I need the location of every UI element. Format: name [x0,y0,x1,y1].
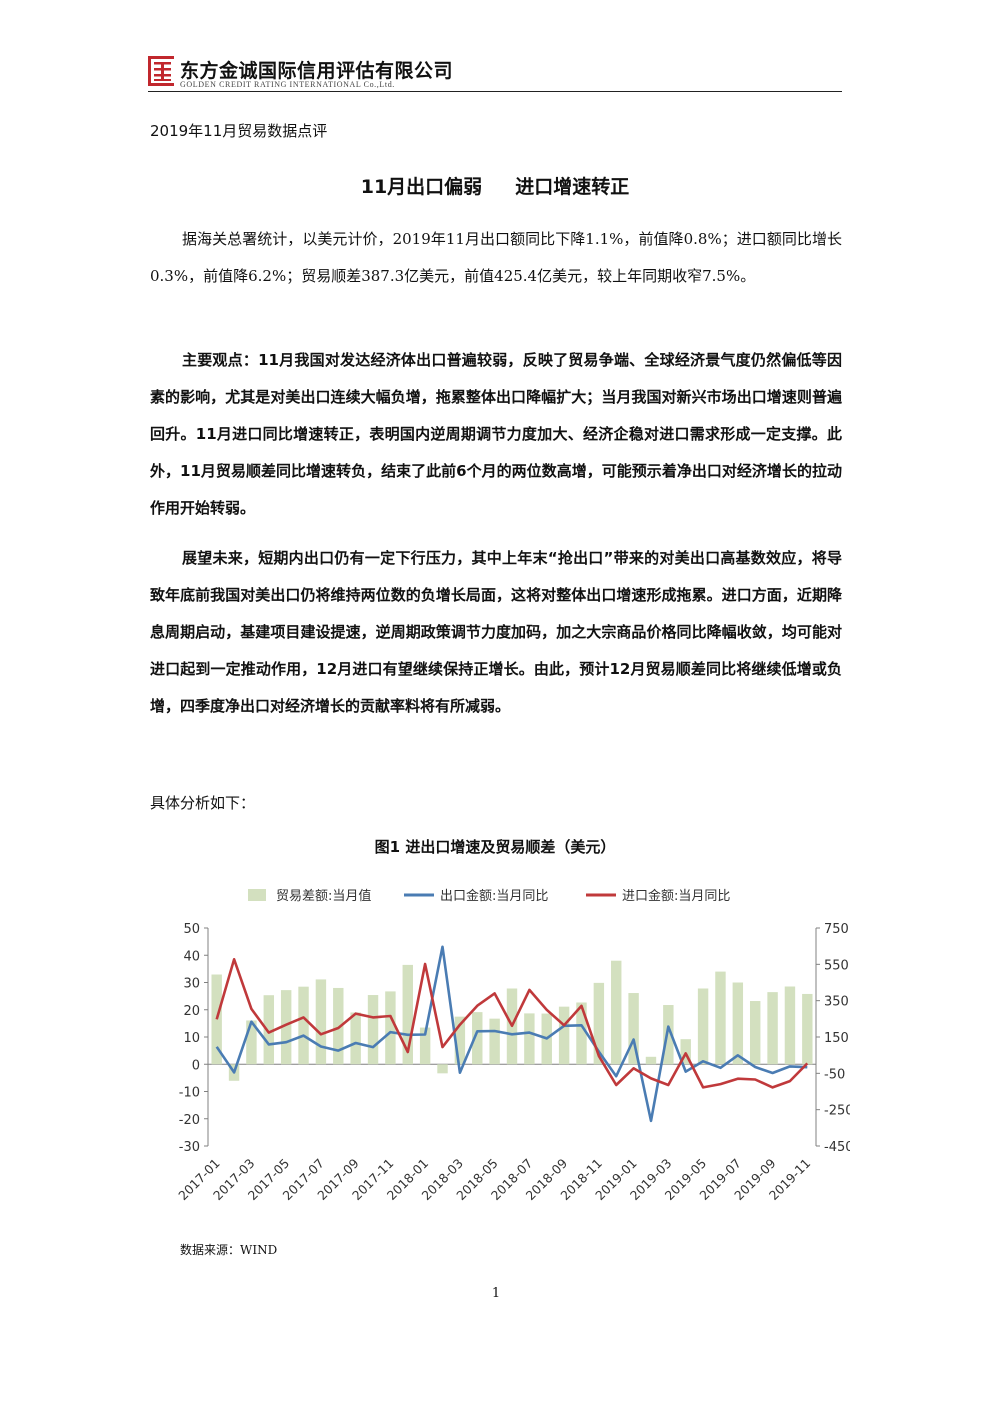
right-tick-label: 550 [824,958,849,973]
paragraph-main-views: 主要观点：11月我国对发达经济体出口普遍较弱，反映了贸易争端、全球经济景气度仍然… [150,351,842,517]
trade-chart: -30 -20 -10 0 10 20 30 40 50 -450 -250 -50 150 350 550… [175,888,850,1203]
balance-bar [697,988,709,1065]
balance-bar [680,1039,691,1065]
balance-bar [315,979,327,1065]
balance-bar [454,1016,466,1065]
company-logo-icon [148,56,174,86]
balance-bar [246,1020,257,1065]
right-tick-label: -250 [824,1104,850,1119]
legend-swatch-balance [248,889,266,901]
legend-label: 进口金额:当月同比 [622,888,730,904]
balance-bar [489,1018,500,1065]
legend-label: 出口金额:当月同比 [440,888,548,904]
left-tick-label: 50 [183,922,200,937]
balance-bar [576,1002,587,1065]
left-tick-label: -10 [179,1086,200,1101]
balance-bar [802,993,813,1065]
import-yoy-line [215,958,809,1089]
balance-bar [437,1064,448,1074]
company-name-en: GOLDEN CREDIT RATING INTERNATIONAL Co.,L… [180,80,395,89]
balance-bar [593,982,605,1065]
balance-bar [472,1012,483,1065]
balance-bar [211,974,222,1065]
balance-bar [419,1027,431,1065]
balance-bar [350,1012,361,1065]
balance-bar [715,971,726,1065]
balance-bar [628,993,639,1065]
right-tick-label: -450 [824,1140,850,1155]
balance-bar [558,1006,570,1065]
balance-bar [524,1013,535,1065]
page-number: 1 [491,1286,501,1301]
balance-bar [385,991,396,1065]
figure-title: 图1 进出口增速及贸易顺差（美元） [374,838,616,856]
legend-label: 贸易差额:当月值 [276,888,371,904]
balance-bar [749,1001,761,1065]
right-tick-label: 150 [824,1031,849,1046]
letterhead: 东方金诚国际信用评估有限公司 GOLDEN CREDIT RATING INTE… [148,56,842,94]
header-divider [148,91,842,92]
left-tick-label: 10 [183,1031,200,1046]
balance-bar [645,1056,657,1065]
balance-bar [298,986,309,1065]
left-tick-label: 40 [183,949,200,964]
balance-bar [280,990,292,1065]
right-tick-label: -50 [824,1067,845,1082]
data-source: 数据来源：WIND [180,1243,278,1257]
balance-bar [767,992,778,1065]
analysis-lead: 具体分析如下： [150,794,256,812]
left-tick-label: 0 [192,1058,200,1073]
balance-bar [333,987,344,1065]
balance-bar [402,964,413,1065]
balance-bar [611,960,622,1065]
paragraph-summary: 据海关总署统计，以美元计价，2019年11月出口额同比下降1.1%，前值降0.8… [150,230,842,285]
left-tick-label: -20 [179,1113,200,1128]
company-name-cn: 东方金诚国际信用评估有限公司 [180,60,454,82]
balance-bar [263,995,275,1065]
right-tick-label: 350 [824,995,849,1010]
report-tag: 2019年11月贸易数据点评 [150,122,328,140]
balance-bar [367,995,379,1065]
right-tick-label: 750 [824,922,849,937]
balance-bar [732,982,744,1065]
paragraph-outlook: 展望未来，短期内出口仍有一定下行压力，其中上年末“抢出口”带来的对美出口高基数效… [150,549,842,715]
left-tick-label: 30 [183,977,200,992]
balance-bar [663,1005,674,1065]
left-tick-label: 20 [183,1004,200,1019]
page-title: 11月出口偏弱 进口增速转正 [360,176,630,198]
export-yoy-line [215,945,808,1123]
left-tick-label: -30 [179,1140,200,1155]
balance-bar [784,986,796,1065]
